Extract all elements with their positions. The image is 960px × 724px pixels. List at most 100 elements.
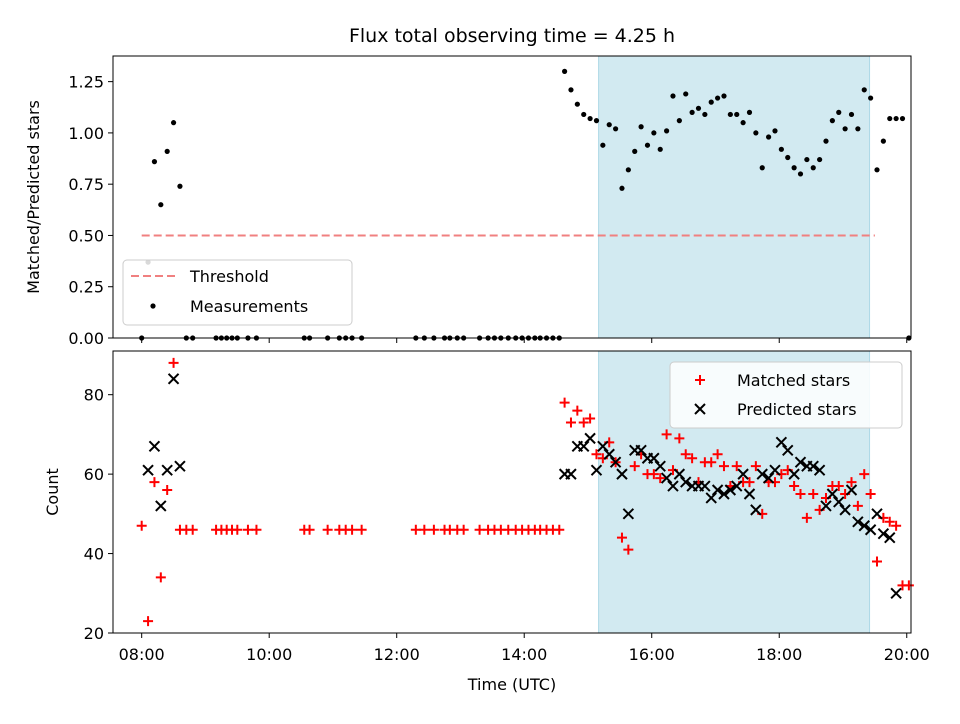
x-tick-label: 10:00 [246, 645, 292, 664]
measurement-point [746, 109, 753, 115]
measurement-point [683, 91, 689, 97]
measurement-point [657, 146, 663, 152]
predicted-star-point [807, 460, 819, 472]
top-y-tick-label: 1.00 [68, 124, 104, 143]
predicted-star-point [724, 484, 737, 496]
predicted-star-point [174, 460, 186, 472]
matched-star-point [304, 524, 315, 535]
matched-star-point [232, 524, 243, 535]
measurement-point [836, 109, 842, 115]
legend-matched-swatch [695, 375, 705, 385]
predicted-star-point [590, 464, 603, 476]
matched-star-point [674, 433, 685, 444]
top-y-tick-label: 0.50 [68, 226, 104, 245]
measurement-point [593, 118, 600, 124]
predicted-star-point [813, 464, 826, 476]
matched-star-point [706, 457, 717, 468]
x-tick-label: 20:00 [884, 645, 930, 664]
bottom-legend-box [669, 361, 903, 429]
matched-star-point [846, 477, 857, 488]
predicted-star-point [609, 456, 622, 468]
measurement-point [170, 120, 177, 126]
predicted-star-point [839, 504, 851, 516]
measurement-point [164, 148, 170, 154]
measurement-point [880, 138, 886, 144]
measurement-point [613, 126, 619, 132]
legend-predicted-swatch [694, 403, 706, 415]
matched-star-point [458, 524, 469, 535]
measurement-point [829, 118, 835, 124]
measurement-point [638, 124, 644, 130]
matched-star-point [554, 524, 565, 535]
matched-star-point [833, 481, 844, 492]
matched-star-point [852, 500, 863, 511]
matched-star-point [559, 397, 570, 408]
matched-star-point [891, 520, 902, 531]
bottom-y-tick-label: 40 [84, 545, 104, 564]
measurement-point [177, 183, 183, 189]
measurement-point [587, 115, 593, 122]
top-legend: Threshold Measurements [122, 259, 353, 326]
legend-threshold-label: Threshold [189, 267, 269, 286]
measurement-point [676, 118, 682, 124]
matched-star-point [578, 417, 589, 428]
predicted-star-point [565, 468, 577, 480]
measurement-point [734, 111, 740, 118]
measurement-point [868, 95, 874, 101]
top-y-tick-label: 0.75 [68, 175, 104, 194]
matched-star-point [808, 488, 819, 499]
legend-matched-label: Matched stars [737, 371, 850, 390]
matched-star-point [859, 469, 870, 480]
measurement-point [842, 126, 848, 132]
measurement-point [695, 105, 702, 111]
predicted-star-point [750, 504, 762, 516]
matched-star-point [591, 449, 602, 460]
matched-star-point [356, 524, 367, 535]
predicted-star-point [155, 500, 167, 512]
matched-star-point [648, 469, 659, 480]
top-legend-box [122, 259, 353, 326]
predicted-star-point [635, 444, 647, 457]
predicted-star-point [705, 492, 717, 504]
predicted-star-point [148, 440, 161, 453]
predicted-star-point [648, 452, 660, 464]
predicted-star-point [743, 488, 756, 500]
legend-measurements-swatch [150, 303, 156, 309]
measurement-point [893, 115, 899, 122]
measurement-point [158, 202, 164, 208]
predicted-star-point [884, 531, 896, 544]
predicted-star-point [769, 464, 781, 476]
matched-star-point [801, 512, 812, 523]
predicted-star-point [673, 468, 686, 480]
matched-star-point [616, 532, 627, 543]
measurement-point [772, 128, 778, 134]
predicted-star-point [826, 488, 839, 500]
matched-star-point [903, 580, 914, 591]
legend-measurements-label: Measurements [190, 297, 308, 316]
predicted-star-point [782, 444, 794, 457]
bottom-y-tick-label: 60 [84, 465, 104, 484]
measurement-point [848, 111, 855, 118]
predicted-star-point [820, 500, 832, 512]
matched-star-point [136, 520, 147, 531]
predicted-star-point [667, 480, 679, 492]
measurement-point [151, 159, 158, 165]
measurement-point [632, 148, 638, 154]
matched-star-point [795, 488, 806, 499]
predicted-star-point [845, 484, 858, 496]
predicted-star-point [161, 464, 173, 476]
bottom-legend: Matched stars Predicted stars [669, 361, 903, 429]
bottom-y-axis-label: Count [43, 468, 62, 516]
measurement-point [606, 122, 612, 128]
top-observing-window [598, 55, 871, 339]
matched-star-point [661, 429, 672, 440]
measurement-point [855, 126, 861, 132]
predicted-star-point [731, 480, 743, 492]
measurement-point [861, 87, 867, 93]
measurement-point [817, 156, 823, 163]
x-tick-label: 14:00 [501, 645, 547, 664]
x-tick-label: 12:00 [374, 645, 420, 664]
measurement-point [759, 165, 765, 171]
measurement-point [753, 130, 759, 136]
